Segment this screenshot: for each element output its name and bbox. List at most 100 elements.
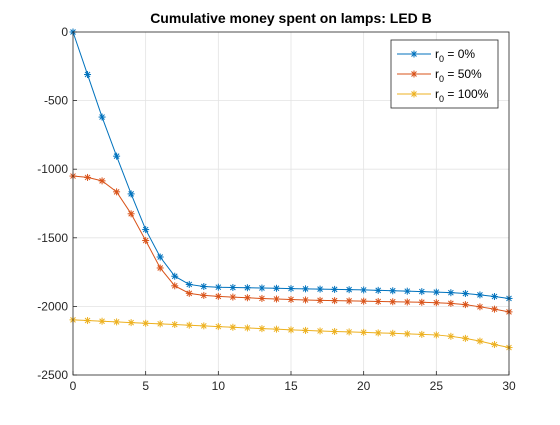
data-point (403, 298, 411, 306)
legend[interactable]: r0 = 0% r0 = 50% r0 = 100% (390, 39, 499, 109)
data-point (447, 299, 455, 307)
data-point (374, 329, 382, 337)
data-point (331, 328, 339, 336)
data-point (432, 331, 440, 339)
data-point (345, 297, 353, 305)
data-point (258, 325, 266, 333)
data-point (243, 324, 251, 332)
data-point (302, 296, 310, 304)
data-point (490, 305, 498, 313)
data-point (490, 341, 498, 349)
data-point (287, 296, 295, 304)
x-tick-label: 25 (430, 379, 444, 393)
data-point (360, 328, 368, 336)
data-point (200, 291, 208, 299)
chart-title: Cumulative money spent on lamps: LED B (150, 10, 432, 26)
data-point (243, 294, 251, 302)
data-point (171, 272, 179, 280)
legend-marker (410, 50, 418, 58)
data-point (432, 299, 440, 307)
data-point (374, 286, 382, 294)
data-point (258, 284, 266, 292)
data-point (156, 320, 164, 328)
x-tick-label: 0 (70, 379, 77, 393)
data-point (447, 332, 455, 340)
data-point (84, 317, 92, 325)
data-point (418, 298, 426, 306)
data-point (345, 328, 353, 336)
data-point (142, 237, 150, 245)
data-point (272, 325, 280, 333)
data-point (214, 283, 222, 291)
data-point (214, 292, 222, 300)
series-2 (69, 316, 513, 352)
data-point (490, 293, 498, 301)
data-point (316, 296, 324, 304)
data-point (331, 297, 339, 305)
data-point (461, 334, 469, 342)
data-point (200, 283, 208, 291)
data-point (171, 282, 179, 290)
data-point (156, 264, 164, 272)
y-tick-label: -1500 (37, 231, 68, 245)
legend-label: r0 = 50% (435, 67, 482, 84)
data-point (272, 284, 280, 292)
data-point (418, 330, 426, 338)
legend-entry[interactable]: r0 = 100% (397, 87, 489, 104)
data-point (345, 286, 353, 294)
data-point (389, 329, 397, 337)
data-point (360, 286, 368, 294)
data-point (84, 173, 92, 181)
x-tick-label: 5 (142, 379, 149, 393)
data-point (360, 297, 368, 305)
data-point (127, 190, 135, 198)
data-point (331, 285, 339, 293)
y-tick-label: -500 (44, 94, 68, 108)
data-point (432, 288, 440, 296)
series-0 (69, 28, 513, 302)
x-tick-label: 20 (357, 379, 371, 393)
data-point (258, 294, 266, 302)
data-point (156, 253, 164, 261)
data-point (418, 288, 426, 296)
data-point (403, 330, 411, 338)
data-point (98, 317, 106, 325)
legend-marker (410, 70, 418, 78)
data-point (374, 297, 382, 305)
data-point (142, 226, 150, 234)
data-point (127, 210, 135, 218)
data-point (113, 188, 121, 196)
data-point (476, 337, 484, 345)
data-point (113, 318, 121, 326)
data-point (171, 321, 179, 329)
data-point (185, 289, 193, 297)
data-point (316, 285, 324, 293)
data-point (113, 152, 121, 160)
y-tick-label: -2500 (37, 368, 68, 382)
data-point (185, 280, 193, 288)
data-point (84, 71, 92, 79)
legend-label: r0 = 0% (435, 47, 475, 64)
data-point (476, 291, 484, 299)
data-point (461, 290, 469, 298)
data-point (214, 323, 222, 331)
data-point (272, 295, 280, 303)
series-1 (69, 172, 513, 316)
legend-entry[interactable]: r0 = 50% (397, 67, 482, 84)
data-point (461, 301, 469, 309)
x-tick-label: 30 (502, 379, 516, 393)
legend-entry[interactable]: r0 = 0% (397, 47, 475, 64)
data-point (142, 319, 150, 327)
data-point (302, 285, 310, 293)
data-point (229, 323, 237, 331)
series-layer (69, 28, 513, 352)
data-point (389, 287, 397, 295)
data-point (389, 298, 397, 306)
data-point (127, 319, 135, 327)
data-point (185, 321, 193, 329)
data-point (287, 285, 295, 293)
data-point (403, 287, 411, 295)
data-point (287, 326, 295, 334)
